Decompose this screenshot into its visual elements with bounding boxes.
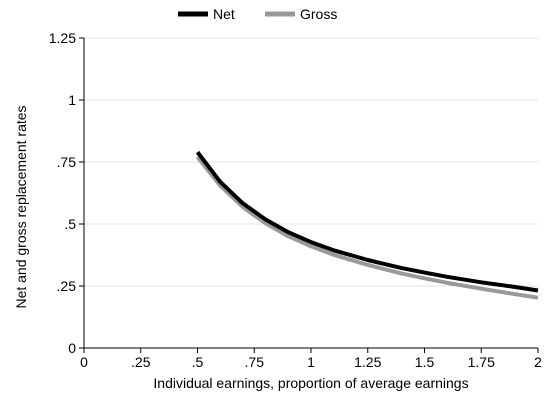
series-line-gross: [195, 155, 539, 300]
x-tick-label: 1.5: [415, 354, 435, 370]
y-axis-label: Net and gross replacement rates: [13, 105, 29, 308]
x-tick-label: .25: [131, 354, 151, 370]
series-lines: [195, 150, 539, 300]
x-tick-label: 1.75: [468, 354, 495, 370]
legend: Net Gross: [178, 6, 337, 22]
x-tick-label: 0: [80, 354, 88, 370]
y-tick-label: 1.25: [49, 30, 76, 46]
axis-labels: Net and gross replacement rates Individu…: [13, 105, 469, 391]
axes: 0 .25 .5 .75 1 1.25 0 .25 .5 .75 1 1.25 1.5 1.75 2: [49, 30, 542, 370]
x-tick-label: 1.25: [354, 354, 381, 370]
x-tick-label: 2: [534, 354, 542, 370]
x-tick-label: .75: [245, 354, 265, 370]
gridlines: [84, 37, 538, 287]
y-tick-label: 0: [68, 340, 76, 356]
x-tick-label: .5: [192, 354, 204, 370]
x-axis-label: Individual earnings, proportion of avera…: [153, 375, 468, 391]
y-tick-label: .5: [64, 216, 76, 232]
legend-label-net: Net: [213, 6, 235, 22]
x-tick-label: 1: [307, 354, 315, 370]
series-line-net: [195, 150, 539, 293]
y-tick-label: 1: [68, 92, 76, 108]
legend-label-gross: Gross: [300, 6, 337, 22]
y-tick-label: .75: [57, 154, 77, 170]
y-tick-label: .25: [57, 278, 77, 294]
